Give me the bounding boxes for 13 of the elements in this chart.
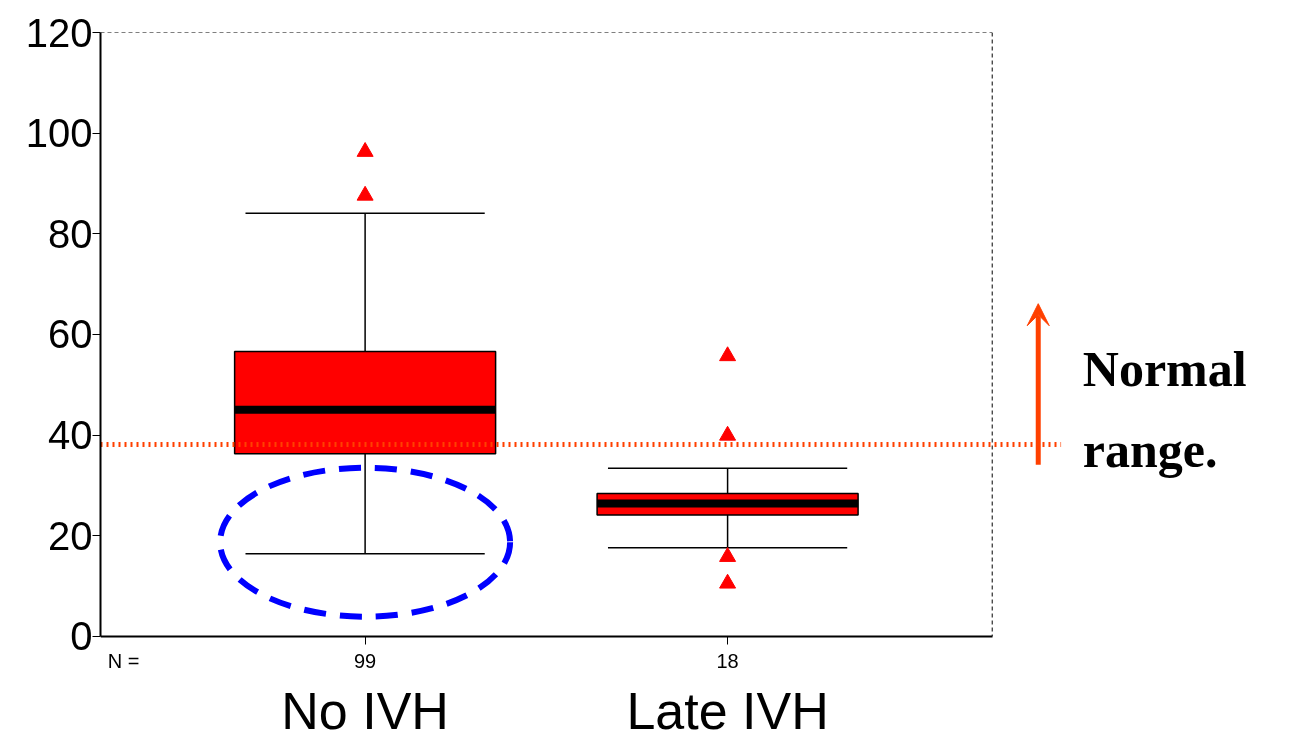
y-tick-label: 100	[25, 111, 93, 156]
x-tick-label: No IVH	[281, 682, 449, 741]
y-tick-label: 20	[48, 513, 93, 558]
text: N =	[107, 650, 140, 673]
y-tick-label: 60	[48, 312, 93, 357]
y-tick-label: 80	[48, 211, 93, 256]
text: 18	[716, 650, 739, 673]
text: 99	[353, 650, 377, 673]
y-tick-label: 120	[25, 10, 93, 55]
y-tick-label: 0	[70, 614, 93, 659]
ref-line-label: Normal range.	[1082, 341, 1247, 478]
y-tick-label: 40	[48, 413, 93, 458]
x-tick-label: Late IVH	[626, 682, 829, 741]
